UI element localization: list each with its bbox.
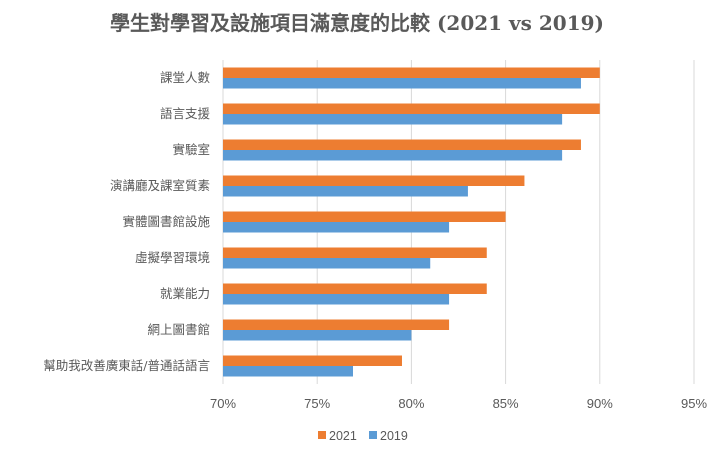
category-label: 虛擬學習環境 bbox=[135, 250, 210, 265]
bar-2021 bbox=[223, 319, 450, 330]
bar-2019 bbox=[223, 150, 563, 161]
bar-2019 bbox=[223, 258, 431, 269]
bar-2019 bbox=[223, 114, 563, 125]
bar-2021 bbox=[223, 67, 600, 78]
bar-2019 bbox=[223, 186, 468, 197]
x-tick-label: 90% bbox=[587, 396, 613, 411]
bar-2021 bbox=[223, 355, 402, 366]
bar-2021 bbox=[223, 247, 487, 258]
bar-2019 bbox=[223, 294, 450, 305]
legend-label: 2021 bbox=[329, 429, 357, 443]
category-label: 演講廳及課室質素 bbox=[110, 178, 210, 193]
bar-2021 bbox=[223, 175, 525, 186]
category-labels: 課堂人數語言支援實驗室演講廳及課室質素實體圖書館設施虛擬學習環境就業能力網上圖書… bbox=[43, 70, 210, 373]
bar-2021 bbox=[223, 139, 581, 150]
category-label: 就業能力 bbox=[160, 286, 210, 301]
legend: 2021 2019 bbox=[318, 429, 408, 443]
bar-2021 bbox=[223, 103, 600, 114]
legend-swatch-2019 bbox=[369, 431, 377, 439]
bar-2019 bbox=[223, 222, 450, 233]
bar-2019 bbox=[223, 330, 412, 341]
category-label: 實體圖書館設施 bbox=[122, 214, 210, 229]
legend-swatch-2021 bbox=[318, 431, 326, 439]
category-label: 網上圖書館 bbox=[147, 322, 210, 337]
x-tick-label: 70% bbox=[210, 396, 236, 411]
bar-2021 bbox=[223, 211, 506, 222]
x-tick-label: 85% bbox=[493, 396, 519, 411]
bar-2019 bbox=[223, 78, 581, 89]
chart-title: 學生對學習及設施項目滿意度的比較 (2021 vs 2019) bbox=[110, 11, 604, 35]
x-tick-label: 95% bbox=[681, 396, 707, 411]
bars bbox=[223, 67, 600, 377]
x-tick-label: 80% bbox=[398, 396, 424, 411]
category-label: 語言支援 bbox=[160, 106, 211, 121]
x-tick-label: 75% bbox=[304, 396, 330, 411]
x-tick-labels: 70% 75% 80% 85% 90% 95% bbox=[210, 396, 707, 411]
category-label: 幫助我改善廣東話/普通話語言 bbox=[43, 358, 210, 373]
legend-label: 2019 bbox=[380, 429, 408, 443]
category-label: 課堂人數 bbox=[160, 70, 211, 85]
category-label: 實驗室 bbox=[172, 142, 210, 157]
bar-2019 bbox=[223, 366, 353, 377]
bar-2021 bbox=[223, 283, 487, 294]
